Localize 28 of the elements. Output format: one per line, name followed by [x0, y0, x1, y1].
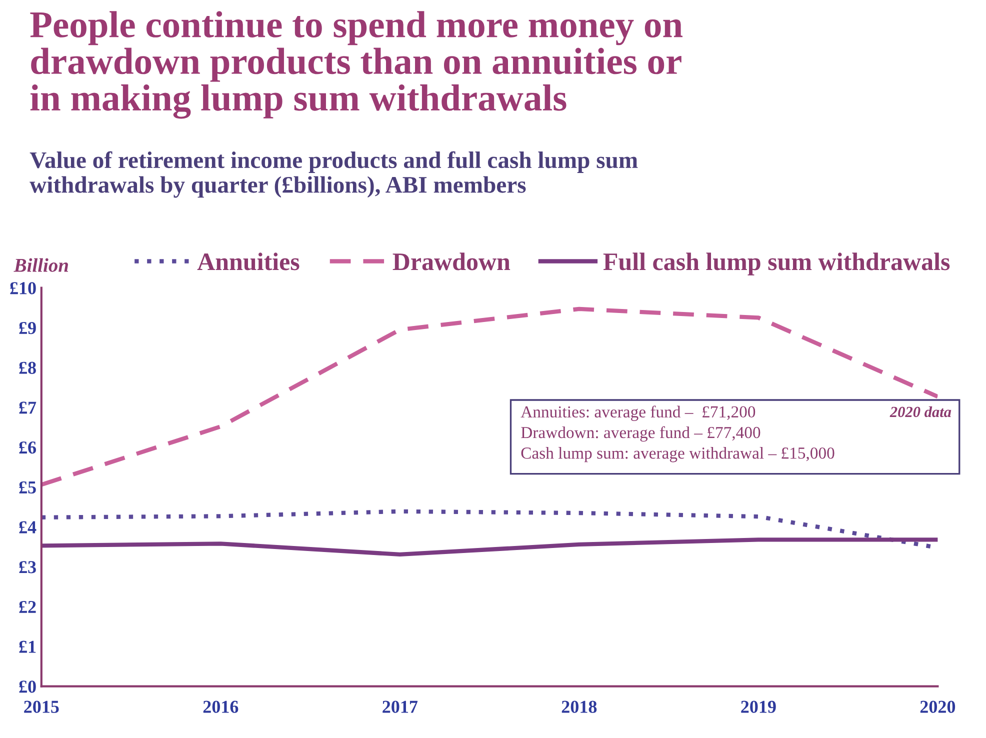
legend-label: Annuities — [197, 252, 300, 270]
annotation: Drawdown: average fund – £77,400 — [521, 426, 760, 442]
x-tick-label: 2019 — [741, 700, 776, 713]
y-tick-label: £8 — [19, 362, 36, 374]
y-tick-label: £9 — [19, 322, 36, 334]
y-tick-label: £4 — [19, 521, 36, 534]
y-tick-label: £1 — [19, 640, 36, 653]
y-tick-label: £7 — [19, 402, 36, 414]
chart-subtitle: Value of retirement income products and full cash lump sum withdrawals by quarter (£billions), ABI members — [30, 151, 638, 198]
legend-label: Drawdown — [392, 252, 510, 270]
annotation: 2020 data — [890, 406, 952, 418]
chart-title: People continue to spend more money on drawdown products than on annuities or in making lump sum withdrawals — [30, 11, 683, 119]
y-axis-title: Billion — [14, 258, 68, 272]
annotation: Annuities: average fund – £71,200 — [520, 406, 756, 421]
y-tick-label: £3 — [19, 561, 36, 574]
y-tick-label: £2 — [19, 600, 36, 613]
legend-label: Full cash lump sum withdrawals — [603, 252, 950, 276]
x-tick-label: 2017 — [382, 700, 418, 713]
line-series — [41, 538, 938, 557]
y-tick-label: £6 — [19, 442, 36, 454]
annotation: Cash lump sum: average withdrawal – £15,000 — [521, 447, 834, 462]
y-tick-label: £0 — [19, 680, 36, 693]
x-tick-label: 2020 — [920, 700, 956, 713]
x-tick-label: 2015 — [24, 700, 59, 713]
x-tick-label: 2016 — [203, 700, 238, 713]
x-tick-label: 2018 — [562, 700, 597, 713]
y-tick-label: £10 — [10, 282, 36, 294]
y-tick-label: £5 — [19, 481, 36, 494]
